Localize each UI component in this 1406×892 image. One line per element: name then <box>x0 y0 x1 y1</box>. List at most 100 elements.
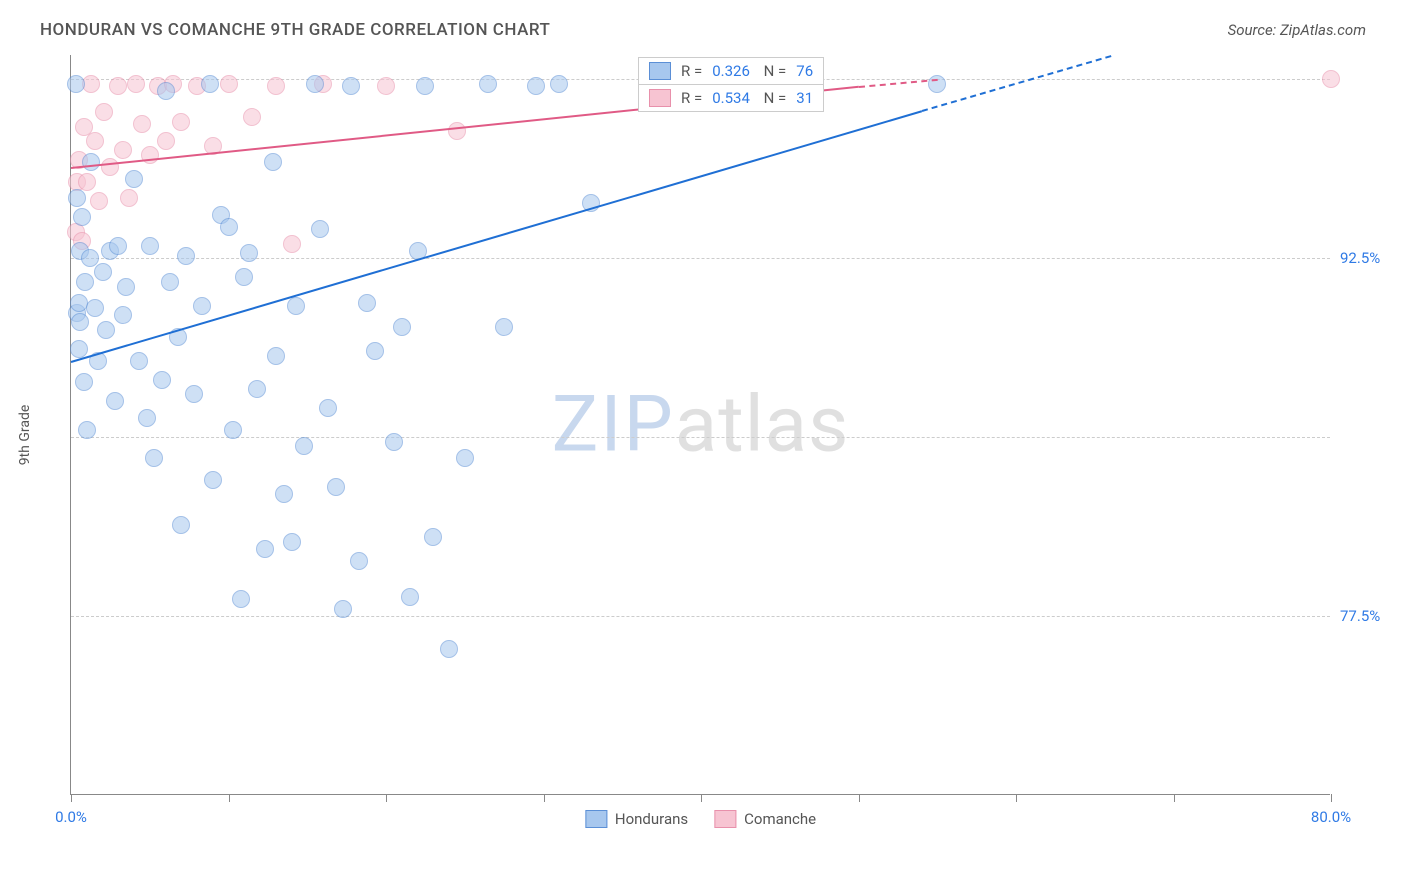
scatter-point-hondurans <box>185 385 203 403</box>
scatter-point-hondurans <box>350 552 368 570</box>
stat-r-value: 0.326 <box>712 62 750 80</box>
scatter-point-hondurans <box>256 540 274 558</box>
scatter-point-comanche <box>220 75 238 93</box>
x-tick <box>701 794 702 802</box>
legend-item: Comanche <box>714 810 816 828</box>
scatter-point-hondurans <box>201 75 219 93</box>
series-legend: HonduransComanche <box>585 810 816 828</box>
scatter-point-hondurans <box>232 590 250 608</box>
stat-r-label: R = <box>681 62 702 80</box>
scatter-point-comanche <box>1322 70 1340 88</box>
scatter-point-comanche <box>78 173 96 191</box>
scatter-point-hondurans <box>479 75 497 93</box>
scatter-point-hondurans <box>283 533 301 551</box>
trendline-comanche-extrap <box>858 79 937 88</box>
stats-swatch <box>649 62 671 80</box>
scatter-point-hondurans <box>193 297 211 315</box>
stats-swatch <box>649 89 671 107</box>
y-axis-label: 9th Grade <box>17 405 33 466</box>
scatter-point-comanche <box>127 75 145 93</box>
scatter-point-hondurans <box>235 268 253 286</box>
plot-area: ZIPatlas HonduransComanche 77.5%92.5%0.0… <box>70 55 1330 795</box>
scatter-point-comanche <box>448 122 466 140</box>
scatter-point-hondurans <box>141 237 159 255</box>
scatter-point-comanche <box>157 132 175 150</box>
scatter-point-hondurans <box>366 342 384 360</box>
scatter-point-hondurans <box>319 399 337 417</box>
scatter-point-hondurans <box>440 640 458 658</box>
x-tick <box>859 794 860 802</box>
scatter-point-comanche <box>377 77 395 95</box>
scatter-point-hondurans <box>78 421 96 439</box>
stat-n-value: 76 <box>796 62 813 80</box>
x-tick-label: 0.0% <box>55 808 87 826</box>
scatter-point-hondurans <box>334 600 352 618</box>
scatter-point-hondurans <box>306 75 324 93</box>
scatter-point-hondurans <box>76 273 94 291</box>
watermark-atlas: atlas <box>675 379 850 470</box>
scatter-point-comanche <box>114 141 132 159</box>
stat-n-label: N = <box>760 62 786 80</box>
scatter-point-hondurans <box>145 449 163 467</box>
scatter-point-comanche <box>120 189 138 207</box>
scatter-point-hondurans <box>82 153 100 171</box>
scatter-point-comanche <box>141 146 159 164</box>
scatter-point-hondurans <box>527 77 545 95</box>
scatter-point-hondurans <box>86 299 104 317</box>
gridline <box>71 258 1330 259</box>
scatter-point-hondurans <box>401 588 419 606</box>
chart-container: 9th Grade ZIPatlas HonduransComanche 77.… <box>50 55 1370 815</box>
scatter-point-hondurans <box>125 170 143 188</box>
scatter-point-hondurans <box>204 471 222 489</box>
stat-r-value: 0.534 <box>712 89 750 107</box>
scatter-point-hondurans <box>177 247 195 265</box>
chart-title: HONDURAN VS COMANCHE 9TH GRADE CORRELATI… <box>40 20 550 40</box>
scatter-point-hondurans <box>67 75 85 93</box>
x-tick <box>1016 794 1017 802</box>
scatter-point-hondurans <box>94 263 112 281</box>
watermark-zip: ZIP <box>552 379 675 470</box>
scatter-point-hondurans <box>248 380 266 398</box>
scatter-point-comanche <box>283 235 301 253</box>
x-tick <box>1331 794 1332 802</box>
scatter-point-hondurans <box>172 516 190 534</box>
trendline-hondurans-extrap <box>921 55 1111 112</box>
scatter-point-hondurans <box>117 278 135 296</box>
stat-n-value: 31 <box>796 89 813 107</box>
x-tick <box>71 794 72 802</box>
scatter-point-comanche <box>82 75 100 93</box>
scatter-point-hondurans <box>928 75 946 93</box>
scatter-point-hondurans <box>267 347 285 365</box>
stats-box: R = 0.326 N = 76 R =0.534 N =31 <box>638 57 824 112</box>
scatter-point-hondurans <box>550 75 568 93</box>
y-tick-label: 77.5% <box>1340 607 1400 625</box>
x-tick <box>386 794 387 802</box>
scatter-point-hondurans <box>68 189 86 207</box>
scatter-point-hondurans <box>161 273 179 291</box>
scatter-point-hondurans <box>495 318 513 336</box>
scatter-point-comanche <box>90 192 108 210</box>
scatter-point-hondurans <box>456 449 474 467</box>
stats-row: R =0.534 N =31 <box>639 85 823 111</box>
legend-label: Comanche <box>744 810 816 828</box>
x-tick-label: 80.0% <box>1311 808 1351 826</box>
scatter-point-comanche <box>172 113 190 131</box>
scatter-point-hondurans <box>224 421 242 439</box>
scatter-point-hondurans <box>264 153 282 171</box>
scatter-point-hondurans <box>153 371 171 389</box>
gridline <box>71 437 1330 438</box>
scatter-point-comanche <box>86 132 104 150</box>
scatter-point-hondurans <box>138 409 156 427</box>
scatter-point-hondurans <box>157 82 175 100</box>
scatter-point-comanche <box>101 158 119 176</box>
scatter-point-hondurans <box>342 77 360 95</box>
x-tick <box>229 794 230 802</box>
scatter-point-hondurans <box>75 373 93 391</box>
x-tick <box>1174 794 1175 802</box>
scatter-point-hondurans <box>393 318 411 336</box>
scatter-point-hondurans <box>385 433 403 451</box>
legend-swatch <box>714 810 736 828</box>
scatter-point-hondurans <box>71 313 89 331</box>
scatter-point-comanche <box>243 108 261 126</box>
scatter-point-hondurans <box>295 437 313 455</box>
